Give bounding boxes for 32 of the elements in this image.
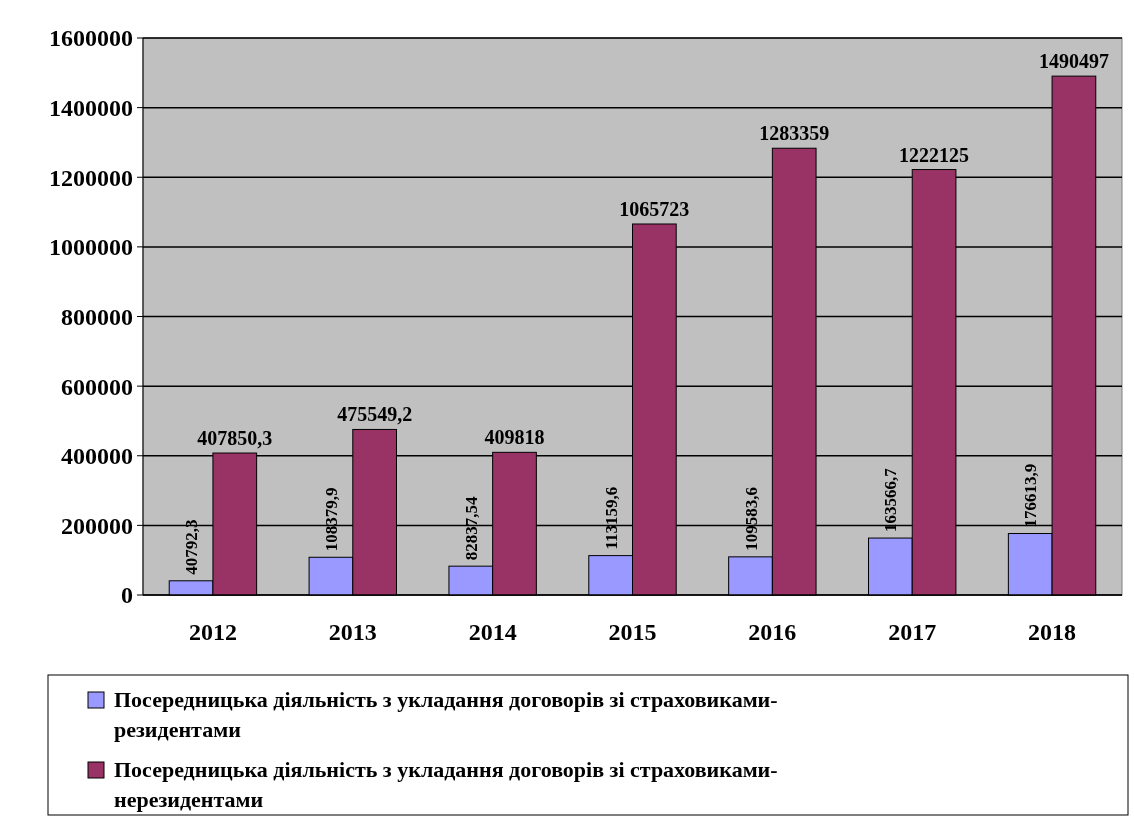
data-label: 82837,54 <box>461 495 481 561</box>
x-tick-label: 2017 <box>888 619 937 645</box>
y-tick-label: 600000 <box>61 373 133 400</box>
x-tick-label: 2016 <box>748 619 797 645</box>
data-label: 176613,9 <box>1021 463 1041 528</box>
y-tick-label: 400000 <box>61 443 133 470</box>
x-tick-label: 2015 <box>608 619 657 645</box>
data-label: 1283359 <box>759 122 830 145</box>
data-label: 163566,7 <box>881 467 901 533</box>
legend-label: Посередницька діяльність з укладання договорів зі страховиками-резидентами <box>114 687 778 742</box>
y-tick-label: 800000 <box>61 303 133 330</box>
y-tick-label: 1000000 <box>49 234 133 261</box>
data-label: 113159,6 <box>601 486 621 550</box>
data-label: 1490497 <box>1038 50 1109 73</box>
data-label: 108379,9 <box>321 487 341 552</box>
data-label: 109583,6 <box>741 487 761 551</box>
x-tick-label: 2013 <box>328 619 377 645</box>
y-tick-label: 200000 <box>61 512 133 539</box>
data-label: 1222125 <box>899 143 970 166</box>
x-tick-label: 2018 <box>1028 619 1077 645</box>
data-label: 409818 <box>484 426 545 449</box>
data-label: 407850,3 <box>197 427 273 450</box>
data-label: 1065723 <box>619 198 690 220</box>
x-tick-label: 2014 <box>468 619 517 645</box>
legend-label: Посередницька діяльність з укладання договорів зі страховиками-нерезидентами <box>114 757 778 812</box>
data-label: 40792,3 <box>182 519 202 575</box>
y-tick-label: 1400000 <box>49 95 133 122</box>
y-tick-label: 1600000 <box>49 25 133 52</box>
x-tick-label: 2012 <box>188 619 237 645</box>
y-tick-label: 1200000 <box>49 164 133 191</box>
y-tick-label: 0 <box>121 582 133 609</box>
data-label: 475549,2 <box>337 403 413 426</box>
